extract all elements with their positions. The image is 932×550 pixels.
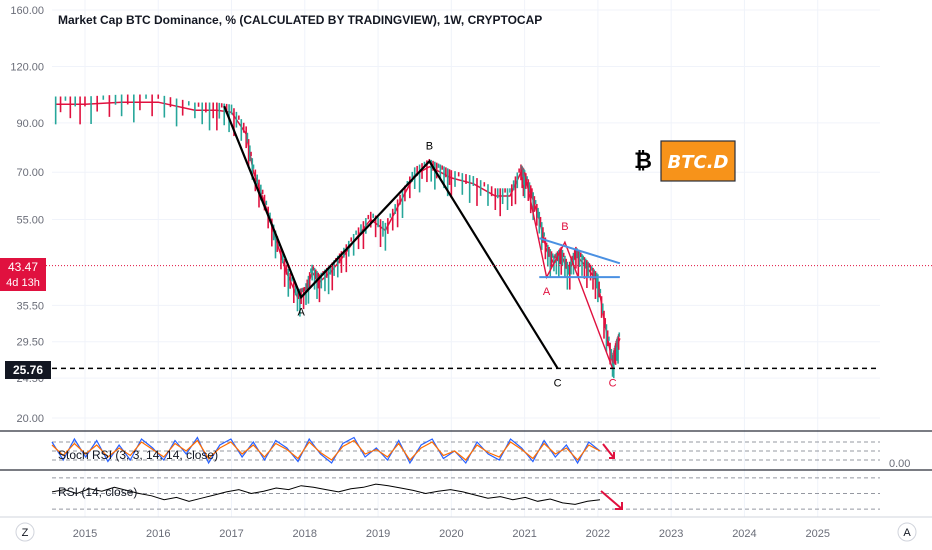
stoch-d-line — [51, 439, 601, 461]
x-tick-label: 2021 — [512, 528, 536, 540]
x-tick-label: 2016 — [146, 528, 170, 540]
rsi-label: RSI (14, close) — [58, 485, 137, 499]
price-badge-value: 43.47 — [8, 260, 38, 274]
level-badge: 25.76 — [5, 361, 51, 379]
y-tick-label: 70.00 — [16, 167, 44, 179]
x-tick-label: 2019 — [366, 528, 390, 540]
wave-label-c: C — [554, 377, 562, 389]
x-tick-label: 2020 — [439, 528, 463, 540]
level-badge-value: 25.76 — [13, 363, 43, 377]
wave-label-b: B — [426, 140, 433, 152]
y-tick-label: 160.00 — [10, 5, 44, 17]
price-badge-bg — [0, 258, 46, 291]
stoch-k-line — [51, 436, 601, 465]
rsi-line — [51, 483, 601, 505]
btc-logo: ₿ BTC.D — [634, 140, 736, 182]
grid — [52, 0, 880, 517]
rsi-down-arrow-icon — [600, 490, 623, 510]
scale-button-right-bg[interactable] — [897, 522, 917, 542]
scale-button-right[interactable]: A — [897, 522, 917, 542]
x-tick-label: 2024 — [732, 528, 756, 540]
price-axis[interactable]: 160.00120.0090.0070.0055.0035.5029.5024.… — [10, 5, 44, 425]
x-tick-label: 2018 — [293, 528, 317, 540]
x-tick-label: 2025 — [805, 528, 829, 540]
current-price-badge: 43.47 4d 13h — [0, 258, 46, 291]
black-wave-line — [223, 105, 559, 369]
price-line — [55, 101, 621, 363]
level-badge-bg — [5, 361, 51, 379]
btcd-text: BTC.D — [668, 152, 729, 173]
wave-label-c: C — [609, 377, 617, 389]
chart-title: Market Cap BTC Dominance, % (CALCULATED … — [58, 13, 542, 27]
wave-annotations: A B C A B C — [46, 105, 932, 389]
x-tick-label: 2015 — [73, 528, 97, 540]
scale-button-left-label[interactable]: Z — [22, 527, 29, 539]
stoch-rsi-label: Stoch RSI (3, 3, 14, 14, close) — [58, 448, 218, 462]
red-wave-line — [523, 172, 614, 369]
bitcoin-icon: ₿ — [634, 149, 652, 174]
x-tick-label: 2017 — [219, 528, 243, 540]
stoch-rsi-value: 0.00 — [889, 458, 910, 470]
x-tick-label: 2023 — [659, 528, 683, 540]
y-tick-label: 20.00 — [16, 413, 44, 425]
y-tick-label: 35.50 — [16, 300, 44, 312]
btcd-badge — [660, 140, 736, 182]
wave-label-a: A — [297, 306, 305, 318]
rsi-panel[interactable]: RSI (14, close) — [51, 477, 880, 510]
stoch-rsi-panel[interactable]: Stoch RSI (3, 3, 14, 14, close) 0.00 — [51, 436, 910, 471]
price-badge-countdown: 4d 13h — [6, 277, 40, 289]
wave-label-a: A — [543, 286, 551, 298]
triangle-upper-line — [538, 237, 621, 265]
x-tick-label: 2022 — [586, 528, 610, 540]
y-tick-label: 29.50 — [16, 337, 44, 349]
scale-button-left-bg[interactable] — [15, 522, 35, 542]
y-tick-label: 55.00 — [16, 215, 44, 227]
y-tick-label: 90.00 — [16, 118, 44, 130]
scale-button-left[interactable]: Z — [15, 522, 35, 542]
time-axis[interactable]: 2015 2016 2017 2018 2019 2020 2021 2022 2023 2024… — [73, 528, 830, 540]
wave-label-b: B — [561, 221, 568, 233]
scale-button-right-label[interactable]: A — [903, 527, 911, 539]
stoch-down-arrow-icon — [602, 443, 615, 459]
y-tick-label: 120.00 — [10, 61, 44, 73]
price-series — [54, 94, 621, 379]
